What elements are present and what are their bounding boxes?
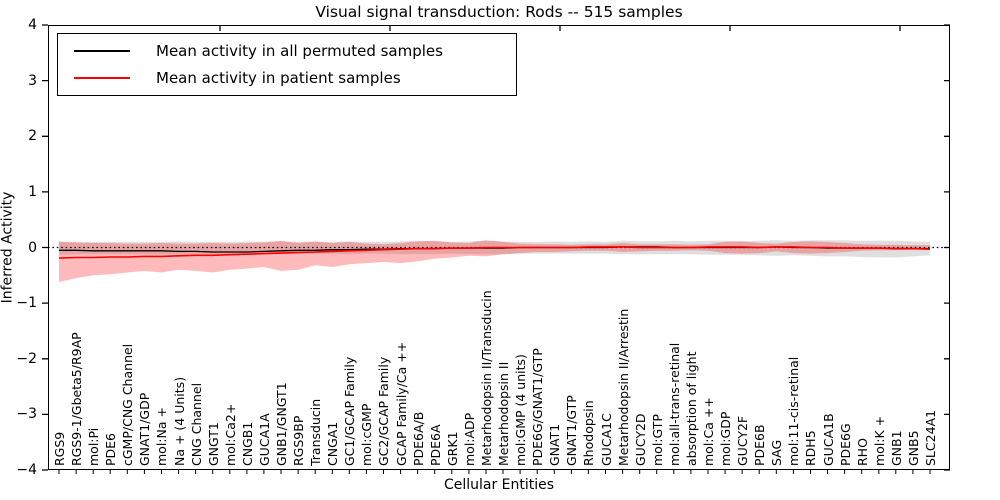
x-tick-label: mol:Pi bbox=[86, 427, 102, 466]
x-tick-label: GUCY2D bbox=[632, 413, 648, 466]
x-tick-label: PDE6A/B bbox=[410, 411, 426, 466]
x-tick-label: mol:K + bbox=[871, 415, 887, 466]
legend: Mean activity in all permuted samples Me… bbox=[57, 33, 517, 96]
x-tick-label: SAG bbox=[769, 439, 785, 466]
x-tick-label: GUCY2F bbox=[735, 415, 751, 466]
x-tick-label: mol:Ca2+ bbox=[222, 403, 238, 466]
x-tick-label: CNG Channel bbox=[188, 382, 204, 466]
x-tick-label: Metarhodopsin II bbox=[496, 361, 512, 466]
y-tick-label: −2 bbox=[16, 350, 37, 367]
x-tick-label: PDE6B bbox=[752, 424, 768, 466]
y-tick-label: 1 bbox=[28, 183, 37, 200]
x-tick-label: Transducin bbox=[308, 398, 324, 466]
y-tick-label: 0 bbox=[28, 239, 37, 256]
x-tick-label: GNB1 bbox=[888, 430, 904, 466]
legend-item-patient: Mean activity in patient samples bbox=[58, 65, 516, 91]
x-tick-label: PDE6 bbox=[103, 432, 119, 466]
x-tick-label: GNAT1/GTP bbox=[564, 395, 580, 466]
y-tick-label: 3 bbox=[28, 72, 37, 89]
patient-line-swatch bbox=[74, 76, 130, 79]
x-axis-tick-marks bbox=[58, 470, 931, 474]
x-tick-label: GNB1/GNGT1 bbox=[274, 382, 290, 466]
legend-label: Mean activity in patient samples bbox=[156, 68, 401, 87]
x-tick-label: PDE6G/GNAT1/GTP bbox=[530, 348, 546, 466]
x-tick-label: PDE6G bbox=[837, 423, 853, 466]
x-tick-label: CNGB1 bbox=[239, 421, 255, 466]
x-tick-label: mol:GTP bbox=[649, 414, 665, 466]
x-tick-label: GCAP Family/Ca ++ bbox=[393, 341, 409, 466]
x-tick-label: RDH5 bbox=[803, 430, 819, 466]
y-tick-label: −4 bbox=[16, 462, 37, 478]
x-tick-label: Metarhodopsin II/Arrestin bbox=[615, 308, 631, 466]
x-tick-label: mol:GMP (4 units) bbox=[513, 354, 529, 466]
y-tick-label: 2 bbox=[28, 128, 37, 145]
y-tick-label: −3 bbox=[16, 406, 37, 423]
x-tick-label: Rhodopsin bbox=[581, 400, 597, 466]
x-tick-label: mol:ADP bbox=[461, 412, 477, 466]
x-tick-label: GRK1 bbox=[444, 431, 460, 466]
y-tick-label: −1 bbox=[16, 295, 37, 312]
x-tick-label: GNB5 bbox=[905, 430, 921, 466]
x-tick-label: PDE6A bbox=[427, 424, 443, 466]
x-tick-label: cGMP/CNG Channel bbox=[120, 343, 136, 466]
top-axis-tick-marks bbox=[219, 25, 901, 31]
x-tick-label: RGS9BP bbox=[291, 415, 307, 466]
x-tick-label: Metarhodopsin II/Transducin bbox=[478, 290, 494, 466]
x-axis-label: Cellular Entities bbox=[443, 477, 555, 493]
x-tick-label: GNAT1/GDP bbox=[137, 392, 153, 466]
legend-label: Mean activity in all permuted samples bbox=[156, 42, 443, 61]
x-tick-label: Na + (4 Units) bbox=[171, 376, 187, 466]
x-tick-label: CNGA1 bbox=[325, 421, 341, 466]
x-tick-label: RHO bbox=[854, 438, 870, 466]
x-tick-label: GC1/GCAP Family bbox=[342, 356, 358, 466]
permuted-line-swatch bbox=[74, 50, 130, 53]
x-tick-label: GC2/GCAP Family bbox=[376, 356, 392, 466]
legend-item-permuted: Mean activity in all permuted samples bbox=[58, 38, 516, 64]
patient-mean-line bbox=[58, 246, 931, 259]
x-tick-label: GUCA1C bbox=[598, 413, 614, 466]
x-tick-label: GUCA1B bbox=[820, 413, 836, 466]
x-tick-label: mol:GDP bbox=[718, 411, 734, 466]
x-tick-label: RGS9-1/Gbeta5/R9AP bbox=[69, 332, 85, 466]
x-tick-label: GUCA1A bbox=[256, 413, 272, 466]
x-tick-label: RGS9 bbox=[52, 431, 67, 466]
y-tick-label: 4 bbox=[28, 17, 37, 33]
x-tick-label: SLC24A1 bbox=[923, 409, 938, 466]
x-tick-label: mol:Na + bbox=[154, 407, 170, 466]
y-axis-tick-marks bbox=[42, 24, 950, 471]
chart-title: Visual signal transduction: Rods -- 515 … bbox=[315, 3, 683, 21]
x-tick-label: GNGT1 bbox=[205, 422, 221, 466]
x-tick-label: mol:all-trans-retinal bbox=[666, 342, 682, 466]
x-tick-label: absorption of light bbox=[683, 351, 699, 466]
x-tick-label: mol:cGMP bbox=[359, 403, 375, 466]
x-tick-label: mol:11-cis-retinal bbox=[786, 356, 802, 466]
x-tick-label: GNAT1 bbox=[547, 423, 563, 466]
x-tick-label: mol:Ca ++ bbox=[700, 397, 716, 466]
